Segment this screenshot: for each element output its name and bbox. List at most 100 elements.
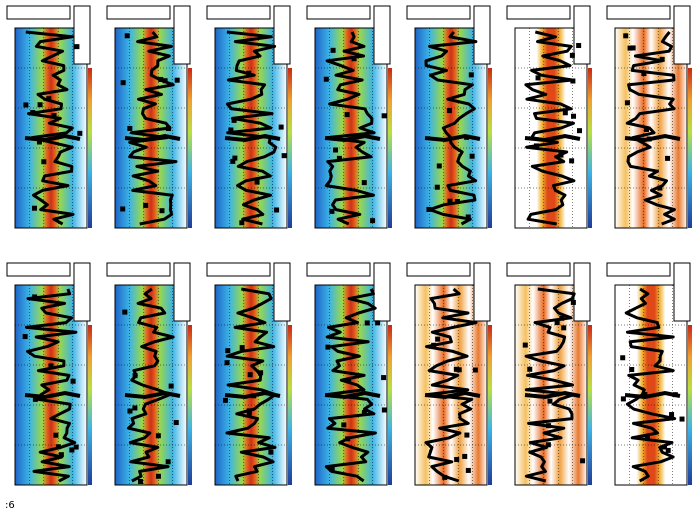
color-bar <box>188 68 192 228</box>
legend-box <box>673 262 691 322</box>
point-marker <box>258 370 264 376</box>
point-marker <box>225 348 231 354</box>
point-marker <box>431 342 437 348</box>
point-marker <box>434 184 440 190</box>
point-marker <box>120 206 126 212</box>
point-marker <box>641 71 647 77</box>
point-marker <box>375 320 381 326</box>
point-marker <box>381 375 387 381</box>
color-bar <box>188 325 192 485</box>
point-marker <box>254 179 260 185</box>
profile-line <box>424 390 481 400</box>
plot-frame <box>114 27 188 229</box>
plot-frame <box>414 27 488 229</box>
profile-line <box>324 288 377 483</box>
panel-title-box <box>406 5 471 20</box>
plot-frame <box>114 284 188 486</box>
point-marker <box>381 113 387 119</box>
color-bar <box>688 68 692 228</box>
point-marker <box>620 396 626 402</box>
point-marker <box>456 367 462 373</box>
point-marker <box>346 378 352 384</box>
panel-title-box <box>206 262 271 277</box>
profile-line <box>624 390 681 400</box>
profile-line <box>424 133 481 143</box>
point-marker <box>570 299 576 305</box>
legend-box <box>273 5 291 65</box>
point-marker <box>569 52 575 58</box>
panel-title-box <box>406 262 471 277</box>
plot-frame <box>514 284 588 486</box>
point-marker <box>69 447 75 453</box>
panel-title-box <box>506 262 571 277</box>
point-marker <box>447 198 453 204</box>
point-marker <box>158 76 164 82</box>
point-marker <box>239 220 245 226</box>
panel-title-box <box>306 5 371 20</box>
point-marker <box>228 127 234 133</box>
color-bar <box>388 68 392 228</box>
point-marker <box>246 70 252 76</box>
legend-box <box>573 5 591 65</box>
point-marker <box>32 294 38 300</box>
point-marker <box>30 110 36 116</box>
plot-frame <box>414 284 488 486</box>
point-marker <box>77 130 83 136</box>
point-marker <box>436 163 442 169</box>
point-marker <box>627 45 633 51</box>
point-marker <box>547 398 553 404</box>
legend-box <box>373 5 391 65</box>
point-marker <box>73 444 79 450</box>
legend-box <box>473 5 491 65</box>
point-marker <box>570 78 576 84</box>
profile-line <box>524 390 581 400</box>
point-marker <box>435 336 441 342</box>
point-marker <box>36 139 42 145</box>
profile-line <box>625 31 676 226</box>
point-marker <box>569 158 575 164</box>
point-marker <box>629 367 635 373</box>
point-marker <box>454 457 460 463</box>
profile-line <box>25 30 75 226</box>
point-marker <box>630 45 636 51</box>
point-marker <box>657 185 663 191</box>
point-marker <box>623 33 629 39</box>
panel-title-box <box>206 5 271 20</box>
point-marker <box>454 199 460 205</box>
point-marker <box>364 320 370 326</box>
point-marker <box>333 147 339 153</box>
color-bar <box>688 325 692 485</box>
point-marker <box>464 134 470 140</box>
point-marker <box>361 409 367 415</box>
profile-line <box>524 133 581 143</box>
point-marker <box>644 435 650 441</box>
legend-box <box>473 262 491 322</box>
point-marker <box>546 423 552 429</box>
color-bar <box>88 68 92 228</box>
point-marker <box>155 433 161 439</box>
panel-title-box <box>606 262 671 277</box>
point-marker <box>561 325 567 331</box>
profile-line <box>324 390 381 400</box>
point-marker <box>576 43 582 49</box>
point-marker <box>127 125 133 131</box>
point-marker <box>23 102 29 108</box>
point-marker <box>246 408 252 414</box>
profile-line <box>424 31 478 226</box>
plot-frame <box>614 27 688 229</box>
point-marker <box>329 466 335 472</box>
point-marker <box>120 80 126 86</box>
point-marker <box>168 383 174 389</box>
profile-line <box>124 133 181 143</box>
panel-title-box <box>306 262 371 277</box>
profile-line <box>24 390 81 400</box>
color-bar <box>588 68 592 228</box>
point-marker <box>442 474 448 480</box>
point-marker <box>232 155 238 161</box>
point-marker <box>330 47 336 53</box>
profile-line <box>324 31 376 226</box>
panel-title-box <box>6 262 71 277</box>
point-marker <box>624 100 630 106</box>
point-marker <box>336 155 342 161</box>
